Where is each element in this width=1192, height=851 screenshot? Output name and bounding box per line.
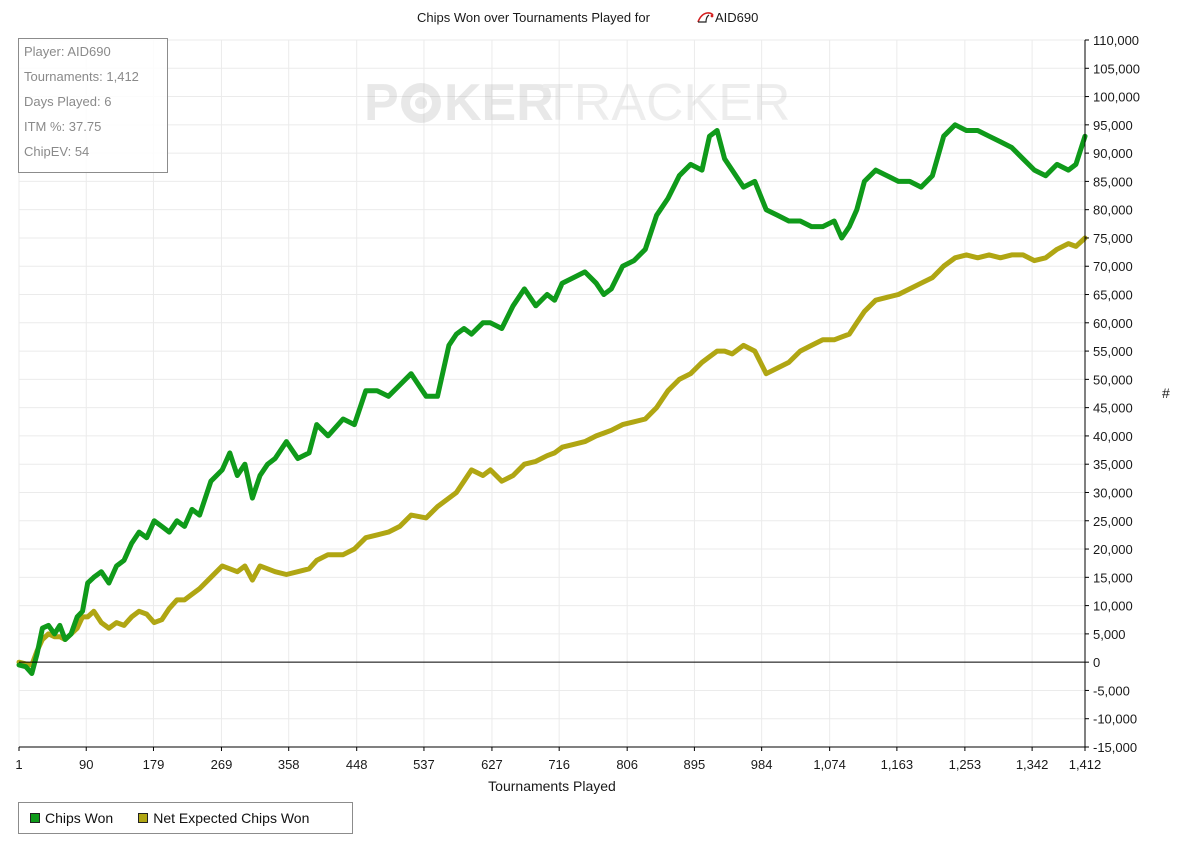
x-tick-label: 1,074 [813, 757, 846, 772]
y-tick-label: 55,000 [1093, 344, 1133, 359]
x-tick-label: 179 [143, 757, 165, 772]
watermark-p: P [364, 74, 399, 132]
y-tick-label: -15,000 [1093, 740, 1137, 755]
x-tick-label: 90 [79, 757, 93, 772]
x-tick-label: 984 [751, 757, 773, 772]
legend-item-chips-won[interactable]: Chips Won [30, 810, 113, 826]
x-tick-label: 1,412 [1069, 757, 1102, 772]
y-tick-label: -5,000 [1093, 683, 1130, 698]
y-tick-label: 80,000 [1093, 203, 1133, 218]
chart-title: Chips Won over Tournaments Played for AI… [417, 10, 758, 25]
y-tick-label: 35,000 [1093, 457, 1133, 472]
y-tick-label: 50,000 [1093, 372, 1133, 387]
y-axis-title: # [1162, 385, 1170, 401]
x-axis-title: Tournaments Played [488, 778, 616, 794]
axes [19, 40, 1086, 748]
series-line-net-expected [16, 235, 1088, 668]
x-tick-label: 627 [481, 757, 503, 772]
y-tick-label: 70,000 [1093, 259, 1133, 274]
legend-swatch-chips-won [30, 813, 40, 823]
y-tick-label: 90,000 [1093, 146, 1133, 161]
y-tick-label: 75,000 [1093, 231, 1133, 246]
player-hat-icon [697, 12, 714, 23]
x-tick-label: 269 [211, 757, 233, 772]
y-tick-label: 15,000 [1093, 570, 1133, 585]
x-tick-label: 537 [413, 757, 435, 772]
x-tick-label: 1,163 [881, 757, 914, 772]
stat-player: Player: AID690 [24, 44, 111, 59]
y-tick-label: 5,000 [1093, 627, 1126, 642]
y-tick-label: 95,000 [1093, 118, 1133, 133]
y-tick-label: 100,000 [1093, 90, 1140, 105]
y-tick-label: 0 [1093, 655, 1100, 670]
y-tick-label: 85,000 [1093, 174, 1133, 189]
stat-tournaments: Tournaments: 1,412 [24, 69, 139, 84]
series-line-chips-won [16, 122, 1088, 676]
y-tick-label: 45,000 [1093, 401, 1133, 416]
y-tick-label: 60,000 [1093, 316, 1133, 331]
legend-item-net-expected[interactable]: Net Expected Chips Won [138, 810, 309, 826]
ticks: -15,000 -10,000 -5,000 0 5,000 10,000 15,000 20… [15, 33, 1140, 772]
x-tick-label: 358 [278, 757, 300, 772]
legend-label-net-expected: Net Expected Chips Won [153, 810, 310, 826]
x-tick-label: 448 [346, 757, 368, 772]
x-tick-label: 716 [548, 757, 570, 772]
stat-chipev: ChipEV: 54 [24, 144, 90, 159]
chart-title-text: Chips Won over Tournaments Played for [417, 10, 651, 25]
stat-itm: ITM %: 37.75 [24, 119, 102, 134]
legend: Chips Won Net Expected Chips Won [18, 802, 353, 834]
x-tick-label: 1 [15, 757, 22, 772]
y-tick-label: 40,000 [1093, 429, 1133, 444]
chart-title-player: AID690 [715, 10, 758, 25]
y-tick-label: 25,000 [1093, 514, 1133, 529]
y-tick-label: 10,000 [1093, 599, 1133, 614]
x-tick-label: 1,342 [1016, 757, 1049, 772]
x-tick-label: 1,253 [949, 757, 982, 772]
player-stats-box: Player: AID690 Tournaments: 1,412 Days P… [18, 38, 168, 173]
y-tick-label: 30,000 [1093, 485, 1133, 500]
watermark-ker: KER [444, 74, 554, 132]
y-tick-label: 65,000 [1093, 288, 1133, 303]
y-tick-label: 20,000 [1093, 542, 1133, 557]
watermark-chip-icon [401, 83, 441, 123]
x-tick-label: 895 [684, 757, 706, 772]
y-tick-label: -10,000 [1093, 712, 1137, 727]
series-group [16, 122, 1088, 676]
x-tick-label: 806 [616, 757, 638, 772]
legend-swatch-net-expected [138, 813, 149, 823]
grid [18, 39, 1086, 748]
watermark-logo: P KER TRACKER [364, 74, 790, 132]
stat-days-played: Days Played: 6 [24, 94, 112, 109]
legend-label-chips-won: Chips Won [45, 810, 114, 826]
watermark-tracker: TRACKER [542, 74, 790, 132]
y-tick-label: 105,000 [1093, 61, 1140, 76]
y-tick-label: 110,000 [1093, 33, 1139, 48]
